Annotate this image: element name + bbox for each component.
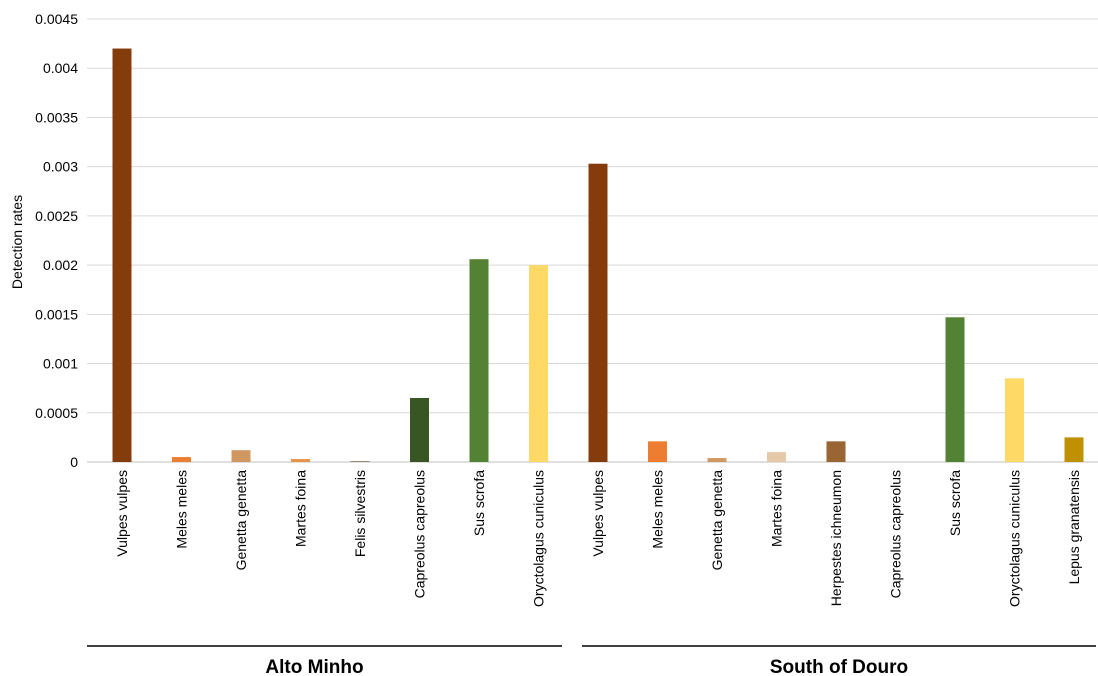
bar: [410, 398, 429, 462]
y-tick-label: 0.001: [43, 356, 78, 372]
bar: [648, 441, 667, 462]
category-label: Herpestes ichneumon: [828, 470, 844, 606]
y-tick-label: 0.003: [43, 159, 78, 175]
y-tick-label: 0.0045: [35, 11, 78, 27]
bar: [291, 459, 310, 462]
bar: [588, 163, 608, 463]
group-label: South of Douro: [770, 657, 908, 676]
bar: [945, 317, 965, 462]
y-tick-label: 0.0025: [35, 208, 78, 224]
category-label: Sus scrofa: [471, 470, 487, 536]
bar: [350, 461, 370, 462]
category-labels: Vulpes vulpes Meles meles Genetta genetta M…: [114, 470, 1082, 607]
bar: [1005, 378, 1024, 462]
y-axis-ticks: 0 0.0005 0.001 0.0015 0.002 0.0025 0.003 0.0035…: [35, 11, 78, 470]
category-label: Martes foina: [293, 470, 309, 547]
category-label: Lepus granatensis: [1066, 470, 1082, 584]
y-tick-label: 0.0035: [35, 109, 78, 125]
category-label: Martes foina: [769, 470, 785, 547]
bar: [707, 458, 727, 462]
category-label: Capreolus capreolus: [412, 470, 428, 598]
y-tick-label: 0.002: [43, 257, 78, 273]
group-labels: Alto Minho South of Douro: [87, 645, 1096, 676]
category-label: Vulpes vulpes: [114, 470, 130, 557]
category-label: Oryctolagus cuniculus: [1007, 470, 1023, 607]
bar: [112, 48, 132, 463]
bar: [172, 457, 191, 462]
bar: [826, 441, 846, 462]
category-label: Oryctolagus cuniculus: [531, 470, 547, 607]
category-label: Sus scrofa: [947, 470, 963, 536]
bar: [469, 259, 489, 462]
category-label: Meles meles: [174, 470, 190, 549]
bar: [231, 450, 251, 462]
category-label: Genetta genetta: [233, 470, 249, 571]
bar: [1064, 437, 1084, 462]
group-label: Alto Minho: [265, 657, 363, 676]
y-tick-label: 0.0005: [35, 405, 78, 421]
category-label: Capreolus capreolus: [888, 470, 904, 598]
bar: [529, 265, 548, 462]
bars: [112, 48, 1084, 463]
y-tick-label: 0.0015: [35, 306, 78, 322]
y-tick-label: 0.004: [43, 60, 78, 76]
category-label: Genetta genetta: [709, 470, 725, 571]
category-label: Meles meles: [650, 470, 666, 549]
y-axis-label: Detection rates: [9, 195, 25, 289]
bar: [767, 452, 786, 462]
y-tick-label: 0: [70, 454, 78, 470]
category-label: Vulpes vulpes: [590, 470, 606, 557]
category-label: Felis silvestris: [352, 470, 368, 557]
